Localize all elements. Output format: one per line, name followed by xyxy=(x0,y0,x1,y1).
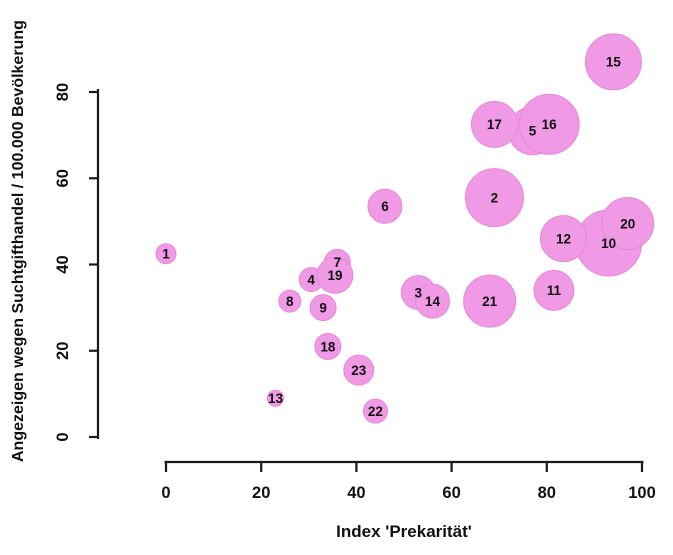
y-tick-label-60: 60 xyxy=(54,169,72,187)
bubble-14 xyxy=(415,283,451,319)
bubble-17 xyxy=(470,100,518,148)
bubble-label-12: 12 xyxy=(556,231,571,246)
bubble-label-13: 13 xyxy=(268,391,284,406)
bubble-label-7: 7 xyxy=(334,255,342,270)
bubble-9 xyxy=(309,294,337,322)
x-axis-title: Index 'Prekarität' xyxy=(336,522,472,541)
x-tick-label-60: 60 xyxy=(442,484,460,502)
x-tick-label-100: 100 xyxy=(628,484,656,502)
bubble-label-5: 5 xyxy=(529,124,537,139)
bubble-label-22: 22 xyxy=(368,404,383,419)
bubble-16 xyxy=(518,93,580,155)
bubble-13 xyxy=(266,389,284,407)
bubble-label-4: 4 xyxy=(307,272,315,287)
bubble-label-19: 19 xyxy=(327,268,342,283)
bubble-label-10: 10 xyxy=(601,236,616,251)
bubble-label-20: 20 xyxy=(620,216,635,231)
x-tick-label-40: 40 xyxy=(347,484,365,502)
bubble-18 xyxy=(314,332,342,360)
y-tick-label-40: 40 xyxy=(54,255,72,273)
y-axis-title: Angezeigen wegen Suchtgifthandel / 100.0… xyxy=(10,20,27,462)
bubble-label-1: 1 xyxy=(162,247,170,262)
bubble-label-21: 21 xyxy=(482,294,498,309)
bubble-label-2: 2 xyxy=(491,191,499,206)
bubble-label-8: 8 xyxy=(286,294,294,309)
bubble-6 xyxy=(367,188,403,224)
bubble-label-16: 16 xyxy=(542,117,558,132)
bubble-19 xyxy=(316,256,354,294)
bubble-label-9: 9 xyxy=(319,300,327,315)
bubble-label-18: 18 xyxy=(320,339,336,354)
bubble-label-14: 14 xyxy=(425,294,441,309)
bubble-15 xyxy=(584,33,642,91)
bubble-20 xyxy=(601,197,655,251)
y-tick-label-20: 20 xyxy=(54,342,72,360)
bubble-1 xyxy=(155,243,177,265)
bubble-22 xyxy=(362,398,388,424)
bubble-label-23: 23 xyxy=(351,363,367,378)
x-tick-label-0: 0 xyxy=(161,484,170,502)
bubble-12 xyxy=(539,215,587,263)
bubble-label-17: 17 xyxy=(487,117,502,132)
bubble-label-3: 3 xyxy=(415,285,423,300)
bubble-21 xyxy=(463,274,517,328)
x-tick-label-20: 20 xyxy=(252,484,270,502)
bubble-23 xyxy=(343,354,375,386)
x-tick-label-80: 80 xyxy=(538,484,556,502)
bubble-label-15: 15 xyxy=(606,55,622,70)
bubble-11 xyxy=(533,269,575,311)
bubble-label-6: 6 xyxy=(381,199,389,214)
bubble-2 xyxy=(464,168,524,228)
bubble-label-11: 11 xyxy=(547,283,562,298)
y-tick-label-80: 80 xyxy=(54,83,72,101)
bubble-8 xyxy=(278,289,302,313)
y-tick-label-0: 0 xyxy=(54,432,72,441)
